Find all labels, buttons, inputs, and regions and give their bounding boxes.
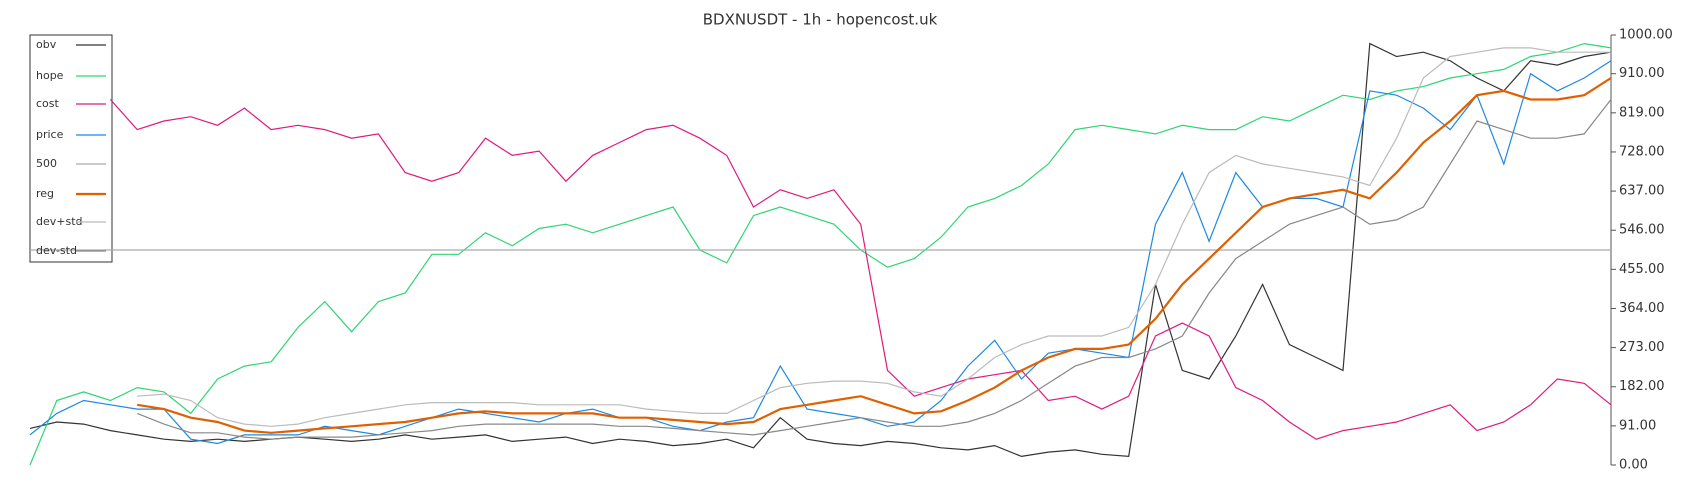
y-tick-label: 455.00: [1619, 262, 1665, 277]
y-tick-label: 819.00: [1619, 105, 1665, 120]
series-line: [29, 60, 1612, 445]
legend-label: price: [36, 128, 64, 141]
legend-label: 500: [36, 157, 57, 170]
y-tick-label: 91.00: [1619, 418, 1656, 433]
legend-label: dev+std: [36, 215, 83, 228]
y-tick-label: 910.00: [1619, 66, 1665, 81]
legend-label: reg: [36, 187, 54, 200]
legend-label: dev-std: [36, 244, 77, 257]
legend: [29, 34, 113, 263]
series-line: [136, 99, 1612, 440]
y-tick-label: 1000.00: [1619, 28, 1673, 43]
y-tick-label: 546.00: [1619, 223, 1665, 238]
legend-label: hope: [36, 69, 64, 82]
y-tick-label: 637.00: [1619, 184, 1665, 199]
series-line: [109, 99, 1612, 440]
legend-label: obv: [36, 38, 57, 51]
series-line: [137, 77, 1612, 434]
y-tick-label: 364.00: [1619, 301, 1665, 316]
y-tick-label: 728.00: [1619, 144, 1665, 159]
chart-title: BDXNUSDT - 1h - hopencost.uk: [703, 11, 938, 29]
series-line: [137, 47, 1611, 427]
y-tick-label: 182.00: [1619, 379, 1665, 394]
y-tick-label: 0.00: [1619, 458, 1648, 473]
series-line: [29, 42, 1612, 466]
legend-label: cost: [36, 97, 60, 110]
y-tick-label: 273.00: [1619, 340, 1665, 355]
